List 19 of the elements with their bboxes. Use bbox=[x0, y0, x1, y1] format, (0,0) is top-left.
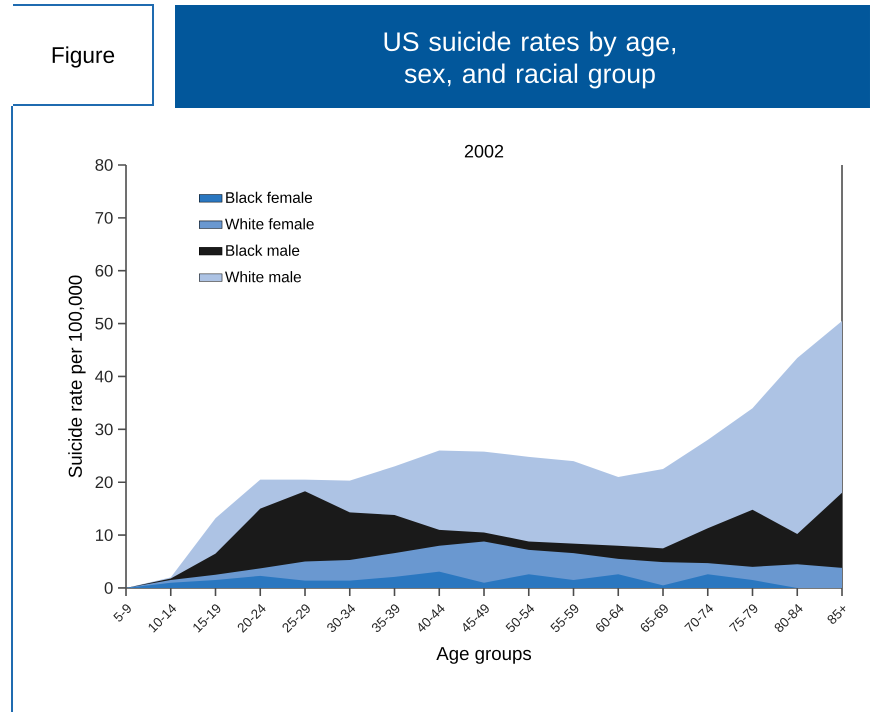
y-tick-label: 50 bbox=[95, 318, 113, 330]
x-tick-label: 5-9 bbox=[113, 604, 131, 622]
y-tick-label: 80 bbox=[95, 159, 113, 171]
legend-label: Black female bbox=[226, 192, 312, 203]
y-tick-label: 40 bbox=[95, 370, 113, 382]
legend-label: Black male bbox=[226, 244, 300, 256]
x-axis-title: Age groups bbox=[436, 647, 532, 664]
y-tick-label: 30 bbox=[95, 423, 113, 436]
y-tick-label: 70 bbox=[96, 212, 113, 224]
y-tick-label: 0 bbox=[104, 582, 113, 594]
chart-subtitle: 2002 bbox=[464, 144, 504, 158]
y-tick-label: 60 bbox=[96, 264, 113, 277]
x-tick-label: 85+ bbox=[828, 606, 846, 624]
legend-label: White female bbox=[225, 218, 314, 230]
y-tick-label: 20 bbox=[96, 476, 113, 488]
y-tick-label: 10 bbox=[96, 529, 113, 542]
chart-title: US suicide rates by age, sex, and racial group bbox=[384, 32, 676, 88]
legend-label: White male bbox=[225, 271, 301, 282]
y-axis-title: Suicide rate per 100,000 bbox=[68, 276, 86, 478]
